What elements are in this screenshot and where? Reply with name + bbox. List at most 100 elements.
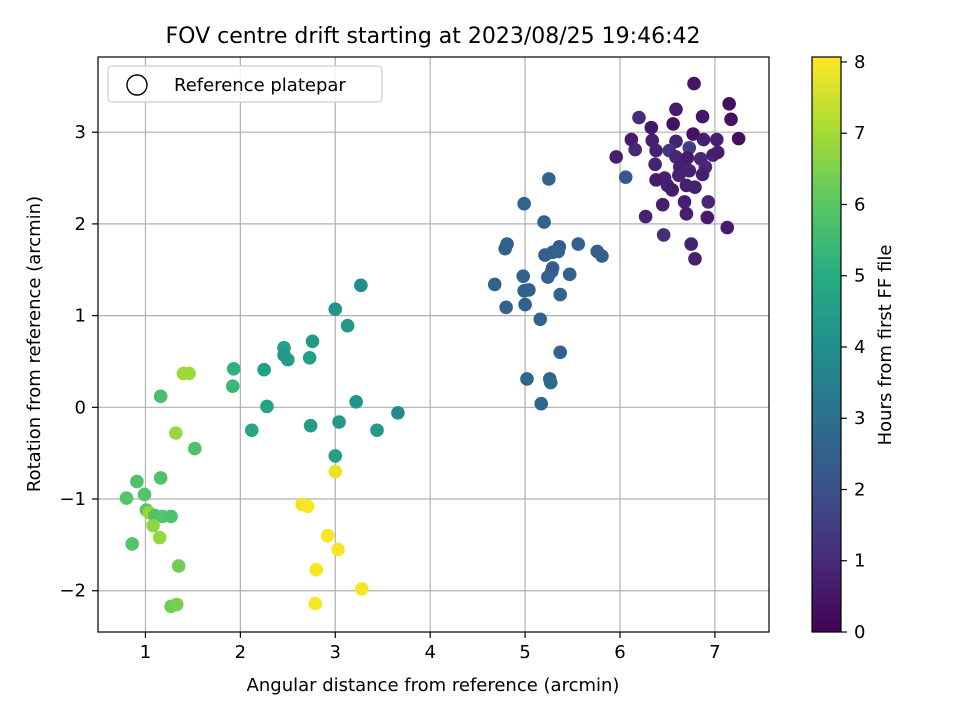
data-point [695,109,710,124]
data-point [695,167,710,182]
data-point [710,132,724,147]
data-point [370,423,384,438]
data-point [153,389,168,404]
colorbar-tick-label: 7 [854,123,865,144]
data-point [537,215,551,229]
data-point [226,362,241,376]
data-point [618,170,633,184]
data-point [684,237,698,251]
data-point [349,395,363,409]
data-point [710,145,725,160]
colorbar: 0 1 2 3 4 5 6 7 8 Hours from first FF file [811,52,896,643]
colorbar-tick-label: 8 [854,52,865,73]
data-point [680,151,695,165]
data-point [656,228,671,242]
data-point [724,112,738,127]
legend-box [107,65,383,103]
colorbar-tick-label: 0 [854,622,865,643]
x-tick-label: 3 [330,642,341,663]
data-point [146,518,160,533]
data-point [696,132,711,147]
y-tick-label: 1 [75,306,86,327]
colorbar-tick-label: 1 [854,551,865,572]
y-tick-label: −1 [59,489,86,510]
data-point [516,269,530,283]
data-point [517,196,531,211]
y-axis-title: Rotation from reference (arcmin) [24,196,45,492]
data-point [571,237,586,251]
data-point [303,418,318,433]
y-tick-label: −2 [59,581,86,602]
data-point [686,127,700,141]
data-point [655,197,670,212]
data-point [328,302,343,316]
data-point [669,102,683,117]
data-point [682,140,697,155]
data-point [534,396,549,411]
colorbar-tick-label: 5 [854,266,865,287]
x-tick-label: 2 [235,642,246,663]
colorbar-ticks: 0 1 2 3 4 5 6 7 8 [841,52,865,643]
legend: Reference platepar [107,65,383,103]
data-point [355,582,369,596]
data-point [153,471,168,485]
data-point [731,131,746,146]
data-point [164,509,178,524]
data-point [688,180,702,195]
y-tick-label: 0 [75,397,86,418]
y-axis: −2 −1 0 1 2 3 [59,122,98,602]
plot-frame [97,56,770,633]
data-point [354,278,368,293]
data-point [119,491,134,505]
legend-label: Reference platepar [174,75,346,96]
data-point [152,530,167,545]
data-point [188,441,202,456]
data-point [182,366,196,381]
data-point [595,249,609,263]
data-point [700,210,715,225]
data-point [487,277,502,292]
data-point [328,464,343,479]
x-axis: 1 2 3 4 5 6 7 [140,632,721,663]
data-point [553,287,568,302]
data-point [722,96,736,111]
data-point [538,248,552,262]
data-point [609,150,623,164]
data-point [533,312,548,327]
colorbar-tick-label: 2 [854,479,865,500]
colorbar-frame [811,56,842,633]
data-point [551,244,566,259]
colorbar-title: Hours from first FF file [875,245,896,446]
data-point [542,172,556,186]
colorbar-tick-label: 3 [854,408,865,429]
data-point [340,318,355,333]
data-point [632,110,646,125]
x-axis-title: Angular distance from reference (arcmin) [247,675,620,696]
data-point [281,352,295,367]
data-point [522,283,536,297]
data-point [666,117,680,131]
data-point [130,474,144,489]
data-points [119,76,746,614]
data-point [649,173,663,187]
data-point [520,372,534,386]
data-point [125,537,139,551]
data-point [331,542,345,557]
x-tick-label: 6 [614,642,625,663]
data-point [701,195,716,209]
data-point [171,559,186,573]
data-point [305,334,320,349]
data-point [244,423,259,438]
legend-marker-icon [126,74,148,96]
data-point [543,375,558,390]
chart-title: FOV centre drift starting at 2023/08/25 … [166,24,701,49]
data-point [499,300,513,315]
data-point [648,157,662,172]
data-point [498,241,512,256]
data-point [302,350,317,365]
y-tick-label: 2 [75,214,86,235]
data-point [644,120,659,135]
colorbar-tick-label: 6 [854,194,865,215]
data-point [332,415,346,429]
data-point [541,270,555,284]
